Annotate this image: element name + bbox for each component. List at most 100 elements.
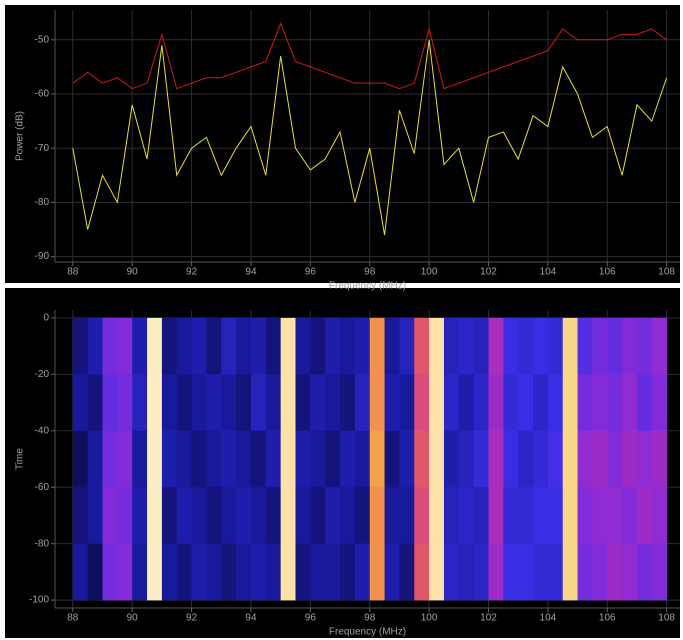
heat-cell	[369, 430, 385, 488]
x-tick-label: 102	[480, 613, 497, 624]
heat-cell	[399, 543, 415, 601]
y-tick-label: -90	[35, 251, 50, 262]
heat-cell	[369, 374, 385, 432]
heat-cell	[577, 374, 593, 432]
x-tick-label: 96	[305, 613, 317, 624]
y-tick-label: -50	[35, 34, 50, 45]
heat-cell	[161, 374, 178, 432]
heat-cell	[562, 543, 578, 601]
x-tick-label: 90	[127, 613, 139, 624]
heat-cell	[280, 487, 296, 544]
heat-cell	[176, 543, 192, 601]
heat-cell	[250, 317, 267, 375]
heat-cell	[562, 317, 578, 375]
heat-cell	[102, 430, 118, 488]
heat-cell	[147, 430, 163, 488]
heat-cell	[577, 543, 593, 601]
heat-cell	[87, 487, 103, 544]
heat-cell	[236, 430, 252, 488]
heat-cell	[443, 487, 460, 544]
heat-cell	[280, 317, 296, 375]
heat-cell	[176, 487, 192, 544]
heat-cell	[265, 543, 281, 601]
heat-cell	[577, 317, 593, 375]
heat-cell	[518, 374, 534, 432]
heat-cell	[161, 487, 178, 544]
heat-cell	[607, 317, 623, 375]
heat-cell	[414, 543, 430, 601]
heat-cell	[429, 543, 445, 601]
x-tick-label: 92	[186, 267, 198, 278]
heat-cell	[443, 374, 460, 432]
heat-cell	[117, 317, 133, 375]
heat-cell	[117, 430, 133, 488]
heat-cell	[547, 487, 564, 544]
heat-cell	[414, 430, 430, 488]
heat-cell	[562, 430, 578, 488]
heat-cell	[473, 317, 489, 375]
heat-cell	[191, 487, 207, 544]
heat-cell	[503, 487, 519, 544]
series-line	[72, 22, 667, 90]
heat-cell	[354, 487, 371, 544]
heat-cell	[399, 317, 415, 375]
y-tick-label: -40	[35, 425, 50, 436]
heat-cell	[458, 317, 474, 375]
heat-cell	[161, 430, 178, 488]
heat-cell	[503, 317, 519, 375]
heat-cell	[325, 374, 341, 432]
heat-cell	[340, 374, 356, 432]
heat-cell	[102, 374, 118, 432]
heat-cell	[458, 430, 474, 488]
heat-cell	[369, 487, 385, 544]
heat-cell	[399, 374, 415, 432]
heat-cell	[488, 543, 504, 601]
heat-cell	[636, 543, 653, 601]
heat-cell	[176, 430, 192, 488]
heat-cell	[236, 317, 252, 375]
heat-cell	[488, 487, 504, 544]
heat-cell	[592, 317, 608, 375]
heat-cell	[547, 430, 564, 488]
heat-cell	[280, 374, 296, 432]
x-tick-label: 106	[599, 267, 616, 278]
heat-cell	[147, 317, 163, 375]
heat-cell	[221, 374, 237, 432]
heat-cell	[295, 430, 311, 488]
heat-cell	[651, 317, 667, 375]
heat-cell	[176, 374, 192, 432]
heat-cell	[547, 543, 564, 601]
heat-cell	[295, 487, 311, 544]
heat-cell	[547, 374, 564, 432]
heat-cell	[236, 374, 252, 432]
x-tick-label: 100	[421, 267, 438, 278]
heat-cell	[443, 543, 460, 601]
y-axis-label: Power (dB)	[15, 111, 26, 161]
heat-cell	[414, 374, 430, 432]
heat-cell	[340, 430, 356, 488]
heat-cell	[102, 487, 118, 544]
heat-cell	[592, 487, 608, 544]
heat-cell	[547, 317, 564, 375]
heat-cell	[72, 374, 88, 432]
heat-cell	[414, 317, 430, 375]
heat-cell	[132, 317, 148, 375]
heat-cell	[295, 374, 311, 432]
heat-cell	[503, 543, 519, 601]
heat-cell	[429, 374, 445, 432]
heat-cell	[325, 487, 341, 544]
heat-cell	[518, 487, 534, 544]
heat-cell	[622, 543, 638, 601]
heat-cell	[622, 317, 638, 375]
heat-cell	[636, 430, 653, 488]
heat-cell	[147, 487, 163, 544]
heat-cell	[191, 374, 207, 432]
heat-cell	[533, 430, 549, 488]
heat-cell	[622, 430, 638, 488]
heat-cell	[191, 543, 207, 601]
heat-cell	[443, 317, 460, 375]
heat-cell	[87, 430, 103, 488]
x-tick-label: 98	[364, 267, 376, 278]
y-tick-label: -80	[35, 197, 50, 208]
